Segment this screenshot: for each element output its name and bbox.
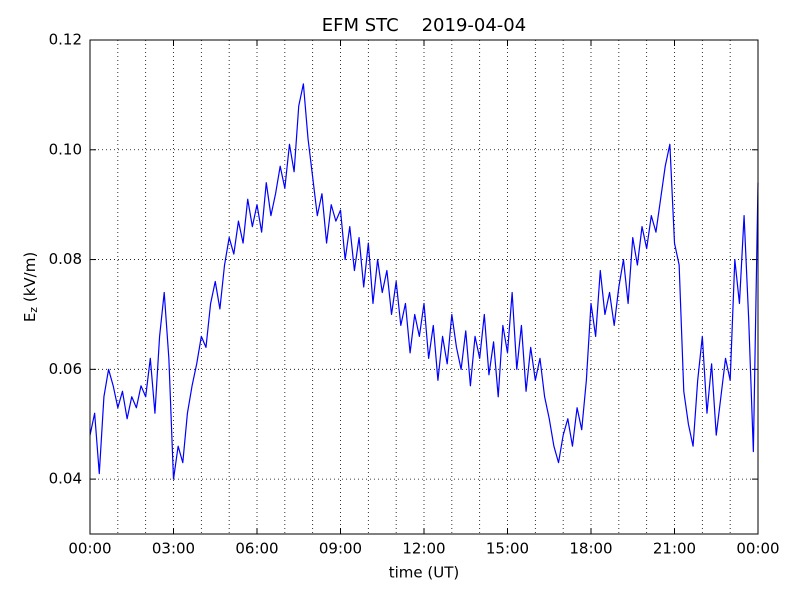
y-label-base: E: [21, 313, 39, 322]
x-tick-label: 00:00: [68, 540, 111, 558]
x-tick-label: 15:00: [486, 540, 529, 558]
x-tick-label: 00:00: [736, 540, 779, 558]
y-tick-label: 0.08: [49, 250, 82, 268]
y-label-rest: (kV/m): [21, 252, 39, 307]
chart-title: EFM STC 2019-04-04: [322, 15, 526, 36]
y-tick-label: 0.04: [49, 470, 82, 488]
x-tick-label: 12:00: [402, 540, 445, 558]
y-label-sub: z: [27, 307, 40, 313]
x-tick-label: 09:00: [319, 540, 362, 558]
x-tick-label: 18:00: [569, 540, 612, 558]
y-tick-label: 0.12: [49, 31, 82, 49]
y-tick-label: 0.06: [49, 360, 82, 378]
plot-frame: [89, 39, 759, 535]
x-tick-label: 03:00: [152, 540, 195, 558]
x-tick-label: 06:00: [235, 540, 278, 558]
x-axis-label: time (UT): [389, 564, 460, 582]
y-tick-label: 0.10: [49, 140, 82, 158]
x-tick-label: 21:00: [653, 540, 696, 558]
y-axis-label: Ez (kV/m): [21, 252, 41, 322]
data-line: [89, 83, 759, 480]
